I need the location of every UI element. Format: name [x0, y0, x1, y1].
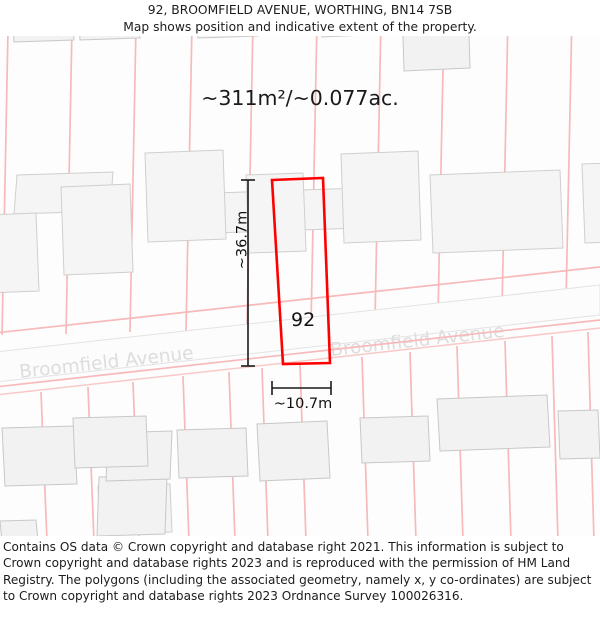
building-row-mid [0, 149, 600, 294]
page-subtitle: Map shows position and indicative extent… [123, 20, 477, 34]
property-outline-polygon[interactable] [270, 176, 332, 366]
dimension-horizontal [271, 381, 332, 395]
map-svg: .pb { stroke: #f7b9b9; stroke-width: 1.7… [0, 36, 600, 536]
map-canvas[interactable]: .pb { stroke: #f7b9b9; stroke-width: 1.7… [0, 36, 600, 536]
copyright-notice: Contains OS data © Crown copyright and d… [3, 540, 592, 603]
plot-number-label: 92 [291, 309, 316, 331]
dimension-vertical-label: ~36.7m [234, 210, 251, 270]
page-title: 92, BROOMFIELD AVENUE, WORTHING, BN14 7S… [147, 3, 453, 17]
dimension-horizontal-label: ~10.7m [273, 396, 333, 412]
page-footer: Contains OS data © Crown copyright and d… [0, 536, 600, 625]
parcel-boundaries-south [0, 319, 600, 536]
dimension-vertical [241, 179, 255, 367]
road-broomfield-avenue [0, 284, 600, 382]
page-header: 92, BROOMFIELD AVENUE, WORTHING, BN14 7S… [0, 0, 600, 36]
building-footprints-north [13, 36, 471, 72]
building-footprints-south [0, 394, 600, 536]
